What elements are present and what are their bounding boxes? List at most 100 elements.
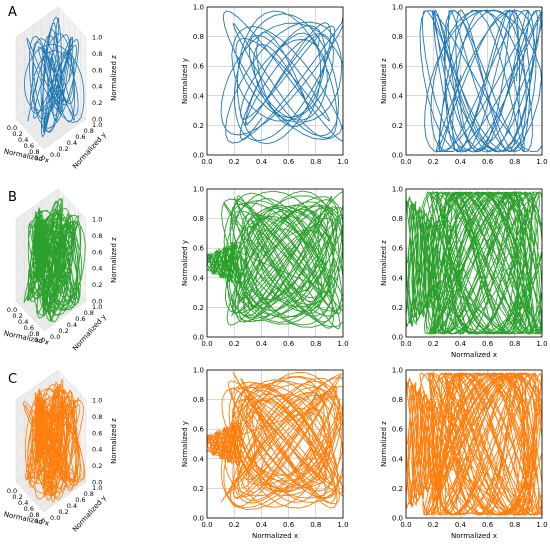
x-tick-label-3d: 0.4 xyxy=(18,499,28,507)
x-tick-label: 0.8 xyxy=(310,521,321,529)
x-tick-label: 0.2 xyxy=(428,521,439,529)
y-axis-label: Normalized y xyxy=(181,421,189,467)
x-tick-label: 0.0 xyxy=(400,521,411,529)
panel-3d-row-0: 0.00.00.00.20.20.20.4 0.40.40.60.60.60.80… xyxy=(3,6,118,170)
panel-label-c: C xyxy=(8,372,18,387)
y-tick-label-3d: 0.8 xyxy=(84,127,94,135)
trajectory-line xyxy=(220,10,343,145)
x-tick-label: 0.8 xyxy=(509,340,520,348)
y-axis-label: Normalized z xyxy=(380,240,388,286)
pane xyxy=(15,6,59,120)
x-tick-label: 0.0 xyxy=(201,340,212,348)
x-tick-label-3d: 0.8 xyxy=(29,330,39,338)
y-tick-label-3d: 0.2 xyxy=(58,145,68,153)
x-tick-label: 0.6 xyxy=(482,158,494,166)
x-tick-label-3d: 1.0 xyxy=(35,154,45,162)
x-tick-label-3d: 0.2 xyxy=(12,493,22,501)
trajectory-line-3d xyxy=(22,379,86,503)
y-tick-label: 0.6 xyxy=(392,63,404,71)
y-axis-label: Normalized z xyxy=(380,421,388,467)
x-tick-label: 0.6 xyxy=(482,340,494,348)
panel-xy-row-1: 0.00.0 0.2 0.2 0.4 0.4 0.6 0.6 0.8 0.8 1.0 1.0 Norm… xyxy=(181,186,349,349)
y-tick-label-3d: 1.0 xyxy=(92,484,102,492)
x-tick-label: 0.0 xyxy=(400,158,411,166)
z-tick-label-3d: 1.0 xyxy=(92,397,102,405)
y-tick-label: 0.0 xyxy=(193,515,204,523)
y-tick-label: 0.4 xyxy=(193,455,205,463)
z-axis-label-3d: Normalized z xyxy=(110,418,118,464)
y-tick-label: 0.0 xyxy=(392,152,403,160)
y-tick-label-3d: 0.6 xyxy=(75,133,85,141)
x-tick-label-3d: 0.8 xyxy=(29,511,39,519)
grid-line-3d xyxy=(57,23,87,54)
panel-xz-row-2: 0.00.0 0.2 0.2 0.4 0.4 0.6 0.6 0.8 0.8 1.0 1.0 Norm… xyxy=(380,367,548,541)
panel-xz-row-1: 0.00.0 0.2 0.2 0.4 0.4 0.6 0.6 0.8 0.8 1.0 1.0 Norm… xyxy=(380,186,548,360)
trajectory-line-3d xyxy=(23,197,86,323)
x-tick-label: 0.8 xyxy=(509,521,520,529)
y-tick-label: 0.6 xyxy=(392,245,404,253)
x-tick-label: 0.6 xyxy=(283,340,295,348)
panel-xz-row-0: 0.00.0 0.2 0.2 0.4 0.4 0.6 0.6 0.8 0.8 1.0 1.0 Norm… xyxy=(380,4,548,167)
y-tick-label: 1.0 xyxy=(392,367,403,375)
x-tick-label-3d: 0.4 xyxy=(18,318,28,326)
panel-xy-row-2: 0.00.0 0.2 0.2 0.4 0.4 0.6 0.6 0.8 0.8 1.0 1.0 Norm… xyxy=(181,367,349,541)
y-tick-label: 0.2 xyxy=(392,304,403,312)
y-tick-label-3d: 1.0 xyxy=(92,303,102,311)
y-tick-label: 0.4 xyxy=(193,274,205,282)
z-tick-label-3d: 0.2 xyxy=(92,281,102,289)
y-axis-label: Normalized z xyxy=(380,58,388,104)
z-tick-label-3d: 0.0 xyxy=(92,298,102,306)
x-tick-label-3d: 0.0 xyxy=(7,487,17,495)
y-tick-label: 0.4 xyxy=(392,274,404,282)
y-tick-label: 0.8 xyxy=(193,33,204,41)
y-tick-label: 1.0 xyxy=(193,367,204,375)
z-tick-label-3d: 0.4 xyxy=(92,446,102,454)
x-tick-label: 0.6 xyxy=(283,158,295,166)
x-tick-label: 1.0 xyxy=(536,521,547,529)
x-tick-label: 1.0 xyxy=(337,340,348,348)
y-tick-label-3d: 0.0 xyxy=(50,514,60,522)
panel-label-a: A xyxy=(8,5,17,20)
panel-3d-row-2: 0.00.00.00.20.20.20.4 0.40.40.60.60.60.80… xyxy=(3,369,118,533)
x-tick-label: 1.0 xyxy=(536,340,547,348)
x-tick-label-3d: 1.0 xyxy=(35,517,45,525)
x-tick-label: 0.2 xyxy=(428,340,439,348)
y-tick-label: 0.4 xyxy=(193,92,205,100)
x-tick-label: 0.2 xyxy=(229,340,240,348)
x-tick-label: 0.0 xyxy=(201,521,212,529)
x-tick-label: 0.6 xyxy=(283,521,295,529)
y-tick-label: 0.6 xyxy=(193,245,205,253)
z-axis-label-3d: Normalized z xyxy=(110,55,118,101)
trajectory-line-3d xyxy=(23,16,85,138)
y-tick-label: 0.2 xyxy=(392,122,403,130)
axes-frame xyxy=(405,188,543,338)
y-tick-label-3d: 1.0 xyxy=(92,121,102,129)
y-tick-label-3d: 0.6 xyxy=(75,496,85,504)
x-tick-label-3d: 0.6 xyxy=(24,324,34,332)
y-tick-label: 0.8 xyxy=(392,215,403,223)
axes-frame xyxy=(206,188,344,338)
x-tick-label-3d: 0.0 xyxy=(7,124,17,132)
y-tick-label: 0.0 xyxy=(193,152,204,160)
x-tick-label: 0.4 xyxy=(455,340,467,348)
y-axis-label: Normalized y xyxy=(181,58,189,104)
x-axis-label: Normalized x xyxy=(451,351,497,359)
y-tick-label: 0.8 xyxy=(193,215,204,223)
x-tick-label-3d: 0.2 xyxy=(12,130,22,138)
y-tick-label-3d: 0.2 xyxy=(58,508,68,516)
x-tick-label: 0.2 xyxy=(229,521,240,529)
x-axis-label: Normalized x xyxy=(252,532,298,540)
y-tick-label: 0.6 xyxy=(193,426,205,434)
trajectory-line xyxy=(406,371,542,517)
y-tick-label: 0.2 xyxy=(193,485,204,493)
y-tick-label-3d: 0.6 xyxy=(75,315,85,323)
panel-xy-row-0: 0.00.0 0.2 0.2 0.4 0.4 0.6 0.6 0.8 0.8 1.0 1.0 Norm… xyxy=(181,4,349,167)
y-tick-label: 0.6 xyxy=(392,426,404,434)
x-tick-label: 0.0 xyxy=(400,340,411,348)
grid-line-3d xyxy=(38,112,81,144)
y-tick-label: 0.4 xyxy=(392,455,404,463)
x-tick-label: 0.4 xyxy=(256,158,268,166)
axes-frame xyxy=(206,369,344,519)
panel-label-b: B xyxy=(8,190,17,205)
y-tick-label: 0.2 xyxy=(392,485,403,493)
